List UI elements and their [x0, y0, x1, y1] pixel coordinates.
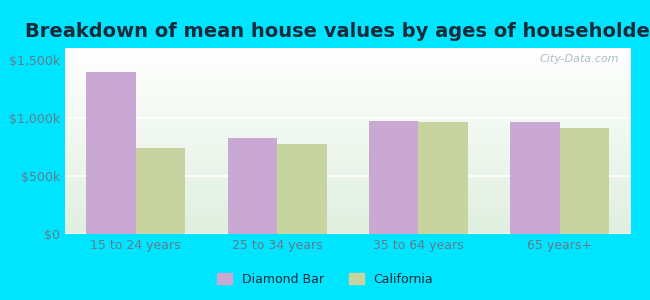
Bar — [227, 137, 277, 234]
Bar — [277, 144, 326, 234]
Text: City-Data.com: City-Data.com — [540, 54, 619, 64]
Bar — [86, 72, 136, 234]
Legend: Diamond Bar, California: Diamond Bar, California — [212, 268, 438, 291]
Bar — [510, 122, 560, 234]
Bar — [560, 128, 609, 234]
Bar — [136, 148, 185, 234]
Title: Breakdown of mean house values by ages of householders: Breakdown of mean house values by ages o… — [25, 22, 650, 41]
Bar — [369, 121, 419, 234]
Bar — [419, 122, 468, 234]
